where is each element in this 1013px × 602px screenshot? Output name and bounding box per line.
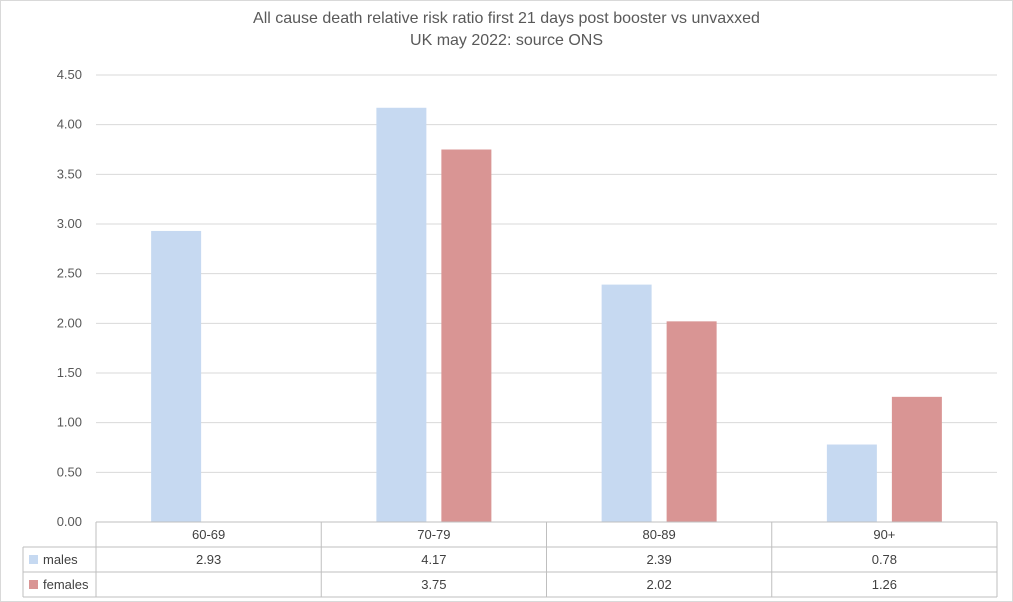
data-label-males-70-79: 4.17 <box>421 552 446 567</box>
data-label-females-90+: 1.26 <box>872 577 897 592</box>
y-axis-ticks: 0.00 0.50 1.00 1.50 2.00 2.50 3.00 3.50 4.00 4.50 <box>57 67 82 529</box>
bars <box>151 107 942 522</box>
chart-subtitle: UK may 2022: source ONS <box>410 32 603 49</box>
x-tick-label: 70-79 <box>417 527 450 542</box>
bar-males-70-79 <box>376 107 427 522</box>
legend-key-males <box>29 555 38 564</box>
bar-males-90+ <box>826 444 877 522</box>
data-label-females-80-89: 2.02 <box>646 577 671 592</box>
y-tick-label: 1.50 <box>57 365 82 380</box>
y-tick-label: 3.50 <box>57 166 82 181</box>
legend-key-females <box>29 580 38 589</box>
bar-females-80-89 <box>666 321 717 522</box>
y-tick-label: 1.00 <box>57 415 82 430</box>
y-tick-label: 2.00 <box>57 315 82 330</box>
grid-lines <box>96 74 997 523</box>
x-tick-label: 90+ <box>873 527 895 542</box>
x-tick-label: 80-89 <box>643 527 676 542</box>
data-label-females-70-79: 3.75 <box>421 577 446 592</box>
data-table: 60-69 70-79 80-89 90+ males 2.93 4.17 2.39 0.78 f… <box>22 521 998 598</box>
chart-title-block: All cause death relative risk ratio firs… <box>0 8 1013 52</box>
bar-females-90+ <box>891 396 942 522</box>
chart-title: All cause death relative risk ratio firs… <box>253 10 760 27</box>
data-label-males-80-89: 2.39 <box>646 552 671 567</box>
legend-label-males: males <box>43 552 78 567</box>
x-tick-label: 60-69 <box>192 527 225 542</box>
y-tick-label: 4.50 <box>57 67 82 82</box>
y-tick-label: 4.00 <box>57 117 82 132</box>
data-label-males-90+: 0.78 <box>872 552 897 567</box>
y-tick-label: 2.50 <box>57 266 82 281</box>
y-tick-label: 0.00 <box>57 514 82 529</box>
y-tick-label: 0.50 <box>57 464 82 479</box>
bar-males-80-89 <box>601 284 652 522</box>
bar-males-60-69 <box>151 230 202 522</box>
bar-females-70-79 <box>441 149 492 522</box>
y-tick-label: 3.00 <box>57 216 82 231</box>
data-label-males-60-69: 2.93 <box>196 552 221 567</box>
legend-label-females: females <box>43 577 89 592</box>
